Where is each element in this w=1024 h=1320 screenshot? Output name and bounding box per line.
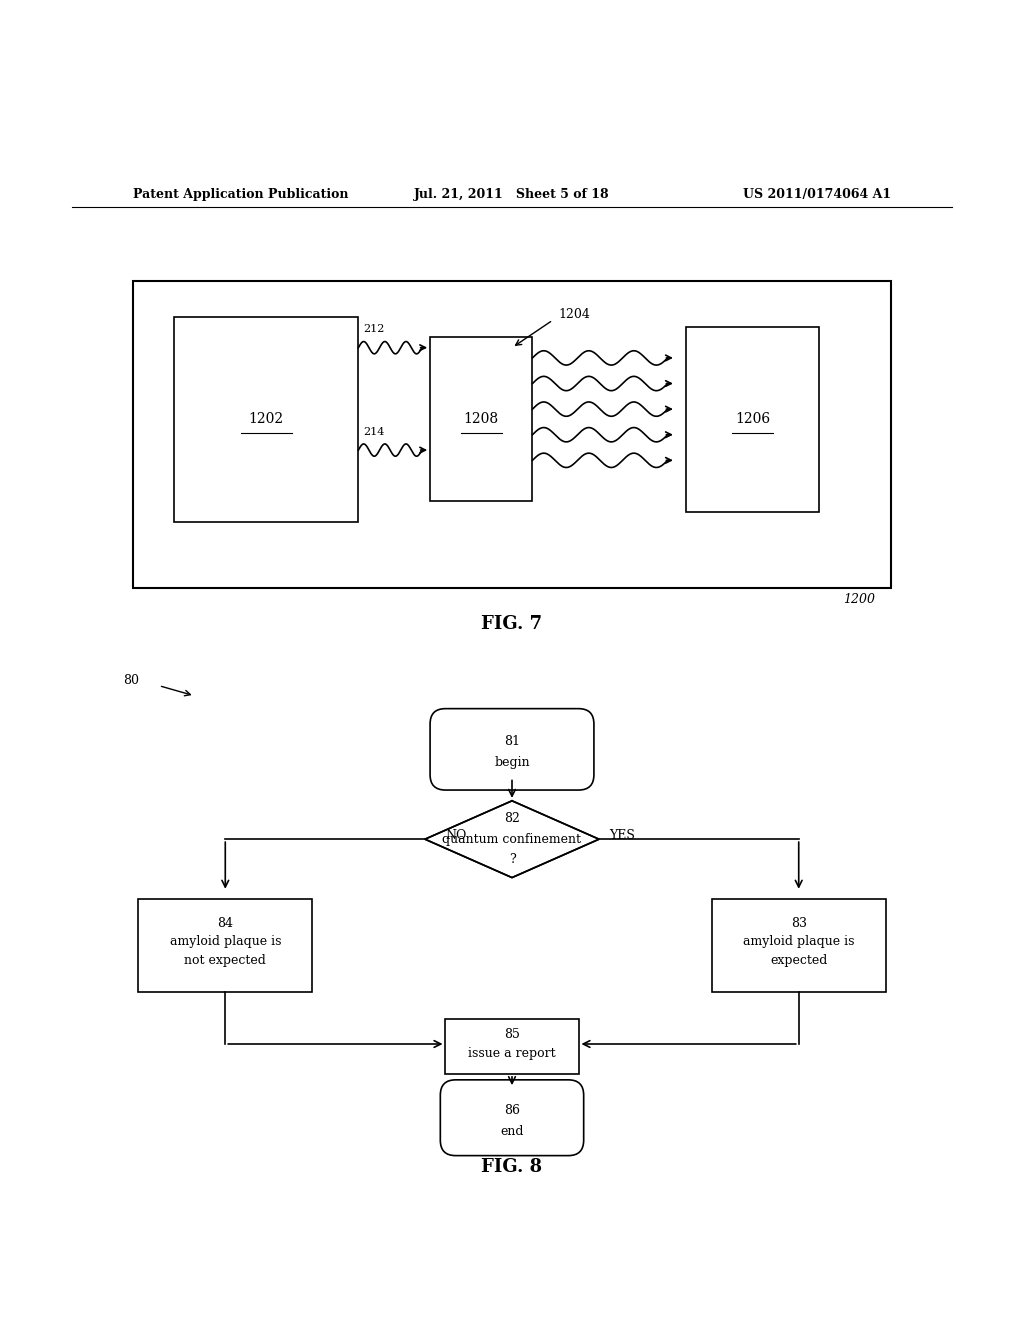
Text: 1202: 1202	[249, 412, 284, 426]
Bar	[430, 338, 532, 502]
Bar	[138, 899, 312, 991]
Text: 1200: 1200	[844, 594, 876, 606]
Text: YES: YES	[609, 829, 635, 842]
Bar	[133, 281, 891, 589]
Text: 80: 80	[123, 675, 139, 686]
Polygon shape	[425, 801, 599, 878]
Text: not expected: not expected	[184, 953, 266, 966]
Text: 84: 84	[217, 916, 233, 929]
Text: expected: expected	[770, 953, 827, 966]
Text: FIG. 7: FIG. 7	[481, 615, 543, 634]
Text: 1204: 1204	[558, 309, 590, 321]
Text: 82: 82	[504, 812, 520, 825]
Text: 1206: 1206	[735, 412, 770, 426]
Text: 212: 212	[364, 325, 385, 334]
Text: Jul. 21, 2011   Sheet 5 of 18: Jul. 21, 2011 Sheet 5 of 18	[414, 187, 610, 201]
Text: quantum confinement: quantum confinement	[442, 833, 582, 846]
Text: FIG. 8: FIG. 8	[481, 1158, 543, 1176]
Text: 81: 81	[504, 735, 520, 748]
Text: begin: begin	[495, 756, 529, 768]
Text: US 2011/0174064 A1: US 2011/0174064 A1	[742, 187, 891, 201]
Text: NO: NO	[445, 829, 467, 842]
Text: 214: 214	[364, 426, 385, 437]
Text: 86: 86	[504, 1104, 520, 1117]
FancyBboxPatch shape	[430, 709, 594, 791]
Text: 85: 85	[504, 1028, 520, 1041]
Text: amyloid plaque is: amyloid plaque is	[743, 935, 854, 948]
Bar	[686, 327, 819, 512]
Text: issue a report: issue a report	[468, 1047, 556, 1060]
FancyBboxPatch shape	[440, 1080, 584, 1155]
Bar	[445, 1019, 579, 1074]
Bar	[174, 317, 358, 521]
Bar	[712, 899, 886, 991]
Text: amyloid plaque is: amyloid plaque is	[170, 935, 281, 948]
Text: Patent Application Publication: Patent Application Publication	[133, 187, 348, 201]
Text: ?: ?	[509, 853, 515, 866]
Text: 83: 83	[791, 916, 807, 929]
Text: end: end	[501, 1125, 523, 1138]
Text: 1208: 1208	[464, 412, 499, 426]
